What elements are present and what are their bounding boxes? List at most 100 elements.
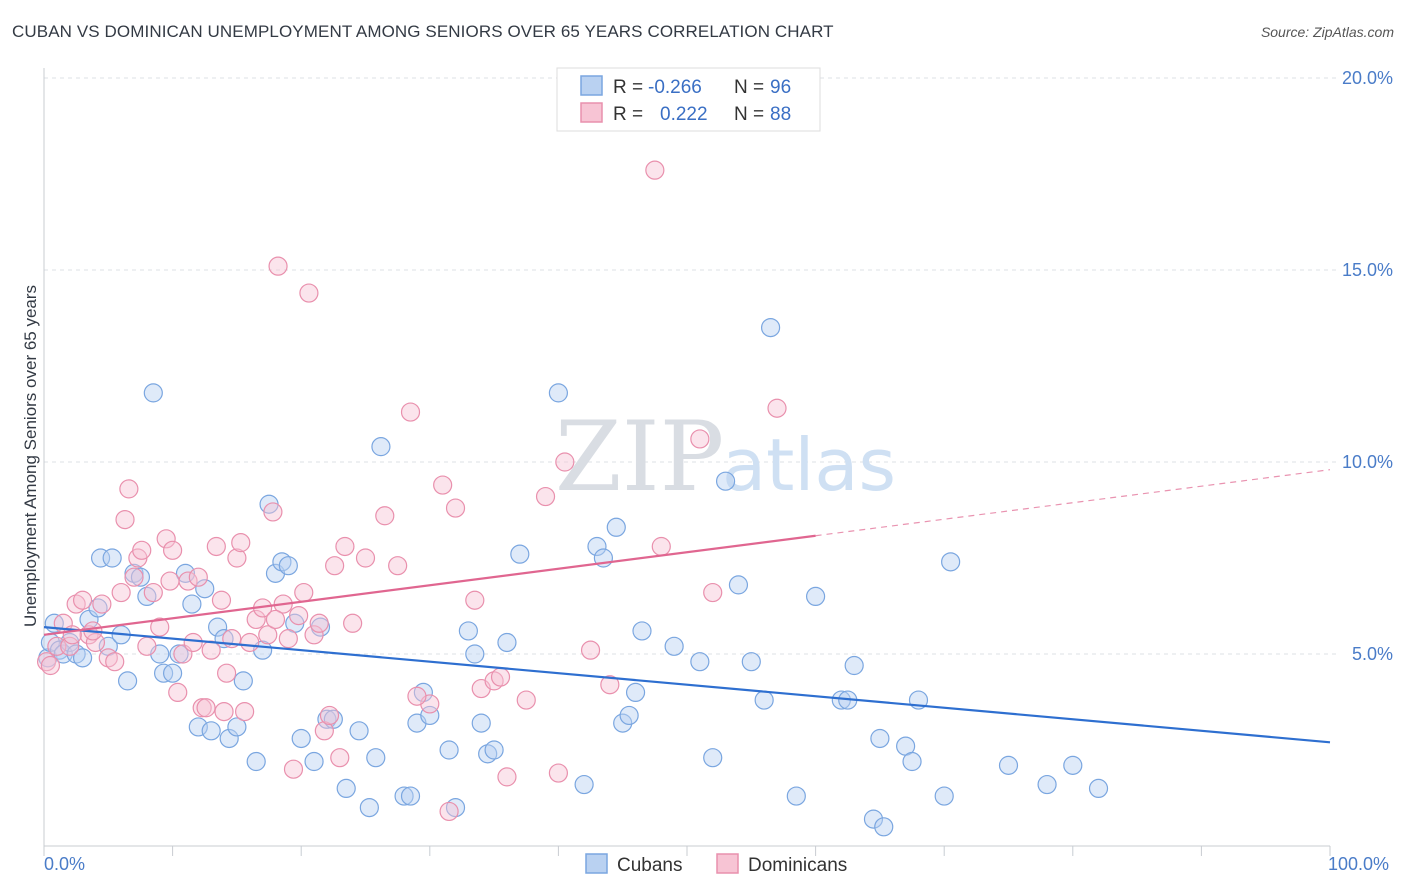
point-dominicans <box>268 256 288 276</box>
legend-n-label-dominicans: N = <box>734 104 764 125</box>
point-dominicans <box>119 479 139 499</box>
point-cubans <box>510 544 530 564</box>
point-cubans <box>497 632 517 653</box>
legend-n-value-cubans: 96 <box>770 77 791 98</box>
point-cubans <box>90 548 111 568</box>
trend-line-dominicans <box>43 534 816 636</box>
point-cubans <box>420 705 440 726</box>
point-cubans <box>715 471 736 491</box>
point-dominicans <box>72 590 93 610</box>
point-cubans <box>400 786 421 806</box>
point-dominicans <box>206 536 226 557</box>
point-dominicans <box>265 609 286 630</box>
point-dominicans <box>299 283 319 303</box>
point-cubans <box>195 579 215 599</box>
point-cubans <box>201 721 221 741</box>
point-dominicans <box>703 582 723 603</box>
point-dominicans <box>258 625 278 645</box>
point-dominicans <box>124 567 144 587</box>
point-cubans <box>574 774 594 795</box>
x-tick-labels: 0.0% 100.0% <box>44 854 1389 874</box>
point-cubans <box>805 586 826 607</box>
point-cubans <box>336 778 356 799</box>
point-dominicans <box>137 636 157 656</box>
watermark: ZIP atlas <box>555 401 896 513</box>
y-axis-label: Unemployment Among Seniors over 65 years <box>21 285 40 627</box>
x-tick-label-min: 0.0% <box>44 854 85 874</box>
point-cubans <box>219 728 239 749</box>
point-cubans <box>175 563 196 583</box>
point-dominicans <box>555 452 575 472</box>
legend-bottom-label-dominicans: Dominicans <box>748 855 847 876</box>
point-cubans <box>304 751 324 772</box>
point-cubans <box>130 567 151 587</box>
point-cubans <box>690 652 710 672</box>
point-cubans <box>619 705 639 726</box>
point-dominicans <box>143 582 163 603</box>
point-dominicans <box>283 759 304 779</box>
chart-title: CUBAN VS DOMINICAN UNEMPLOYMENT AMONG SE… <box>12 22 834 41</box>
point-cubans <box>246 751 266 772</box>
trend-lines <box>43 469 1331 744</box>
point-dominicans <box>439 801 459 822</box>
y-tick-label: 5.0% <box>1352 644 1393 664</box>
point-dominicans <box>319 705 340 726</box>
point-dominicans <box>111 582 131 603</box>
point-cubans <box>72 648 93 668</box>
point-cubans <box>741 652 761 672</box>
point-cubans <box>874 817 894 837</box>
point-dominicans <box>580 640 601 660</box>
legend-top: R = -0.266 N = 96 R = 0.222 N = 88 <box>556 67 821 132</box>
point-cubans <box>484 740 504 760</box>
point-cubans <box>349 721 369 741</box>
point-dominicans <box>156 529 176 549</box>
point-dominicans <box>651 536 671 557</box>
trend-line-cubans <box>43 626 1331 744</box>
point-cubans <box>278 556 298 576</box>
point-dominicans <box>92 594 112 614</box>
point-dominicans <box>400 402 421 422</box>
point-dominicans <box>375 506 395 526</box>
point-dominicans <box>235 701 255 722</box>
point-dominicans <box>188 567 208 587</box>
point-cubans <box>863 809 884 829</box>
point-dominicans <box>325 556 345 576</box>
point-cubans <box>625 682 646 703</box>
y-tick-labels: 5.0% 10.0% 15.0% 20.0% <box>1342 68 1393 664</box>
point-cubans <box>208 617 228 637</box>
point-dominicans <box>767 398 787 418</box>
legend-bottom-swatch-dominicans <box>716 853 739 874</box>
watermark-atlas: atlas <box>722 423 896 507</box>
point-cubans <box>1037 774 1057 795</box>
point-cubans <box>786 786 806 806</box>
legend-bottom-swatch-cubans <box>585 853 608 874</box>
point-dominicans <box>150 617 170 637</box>
point-dominicans <box>433 475 453 495</box>
point-dominicans <box>201 640 221 660</box>
x-tick-label-max: 100.0% <box>1328 854 1389 874</box>
point-cubans <box>117 671 138 691</box>
point-dominicans <box>227 548 247 568</box>
point-cubans <box>613 713 633 733</box>
point-dominicans <box>335 536 355 557</box>
point-dominicans <box>211 590 232 610</box>
point-dominicans <box>246 609 266 630</box>
legend-r-value-cubans: -0.266 <box>648 77 702 98</box>
legend-swatch-dominicans <box>580 102 603 123</box>
axes <box>43 68 1331 856</box>
point-dominicans <box>163 540 183 560</box>
point-cubans <box>371 437 391 457</box>
y-tick-label: 10.0% <box>1342 452 1393 472</box>
legend-n-value-dominicans: 88 <box>770 104 791 125</box>
source-label: Source: ZipAtlas.com <box>1260 24 1394 40</box>
point-cubans <box>606 517 626 537</box>
point-dominicans <box>115 509 135 530</box>
watermark-zip: ZIP <box>555 401 724 513</box>
point-cubans <box>760 318 781 338</box>
y-tick-label: 15.0% <box>1342 260 1393 280</box>
point-cubans <box>548 383 569 403</box>
point-dominicans <box>330 748 350 768</box>
point-dominicans <box>240 632 260 653</box>
point-cubans <box>471 713 491 733</box>
